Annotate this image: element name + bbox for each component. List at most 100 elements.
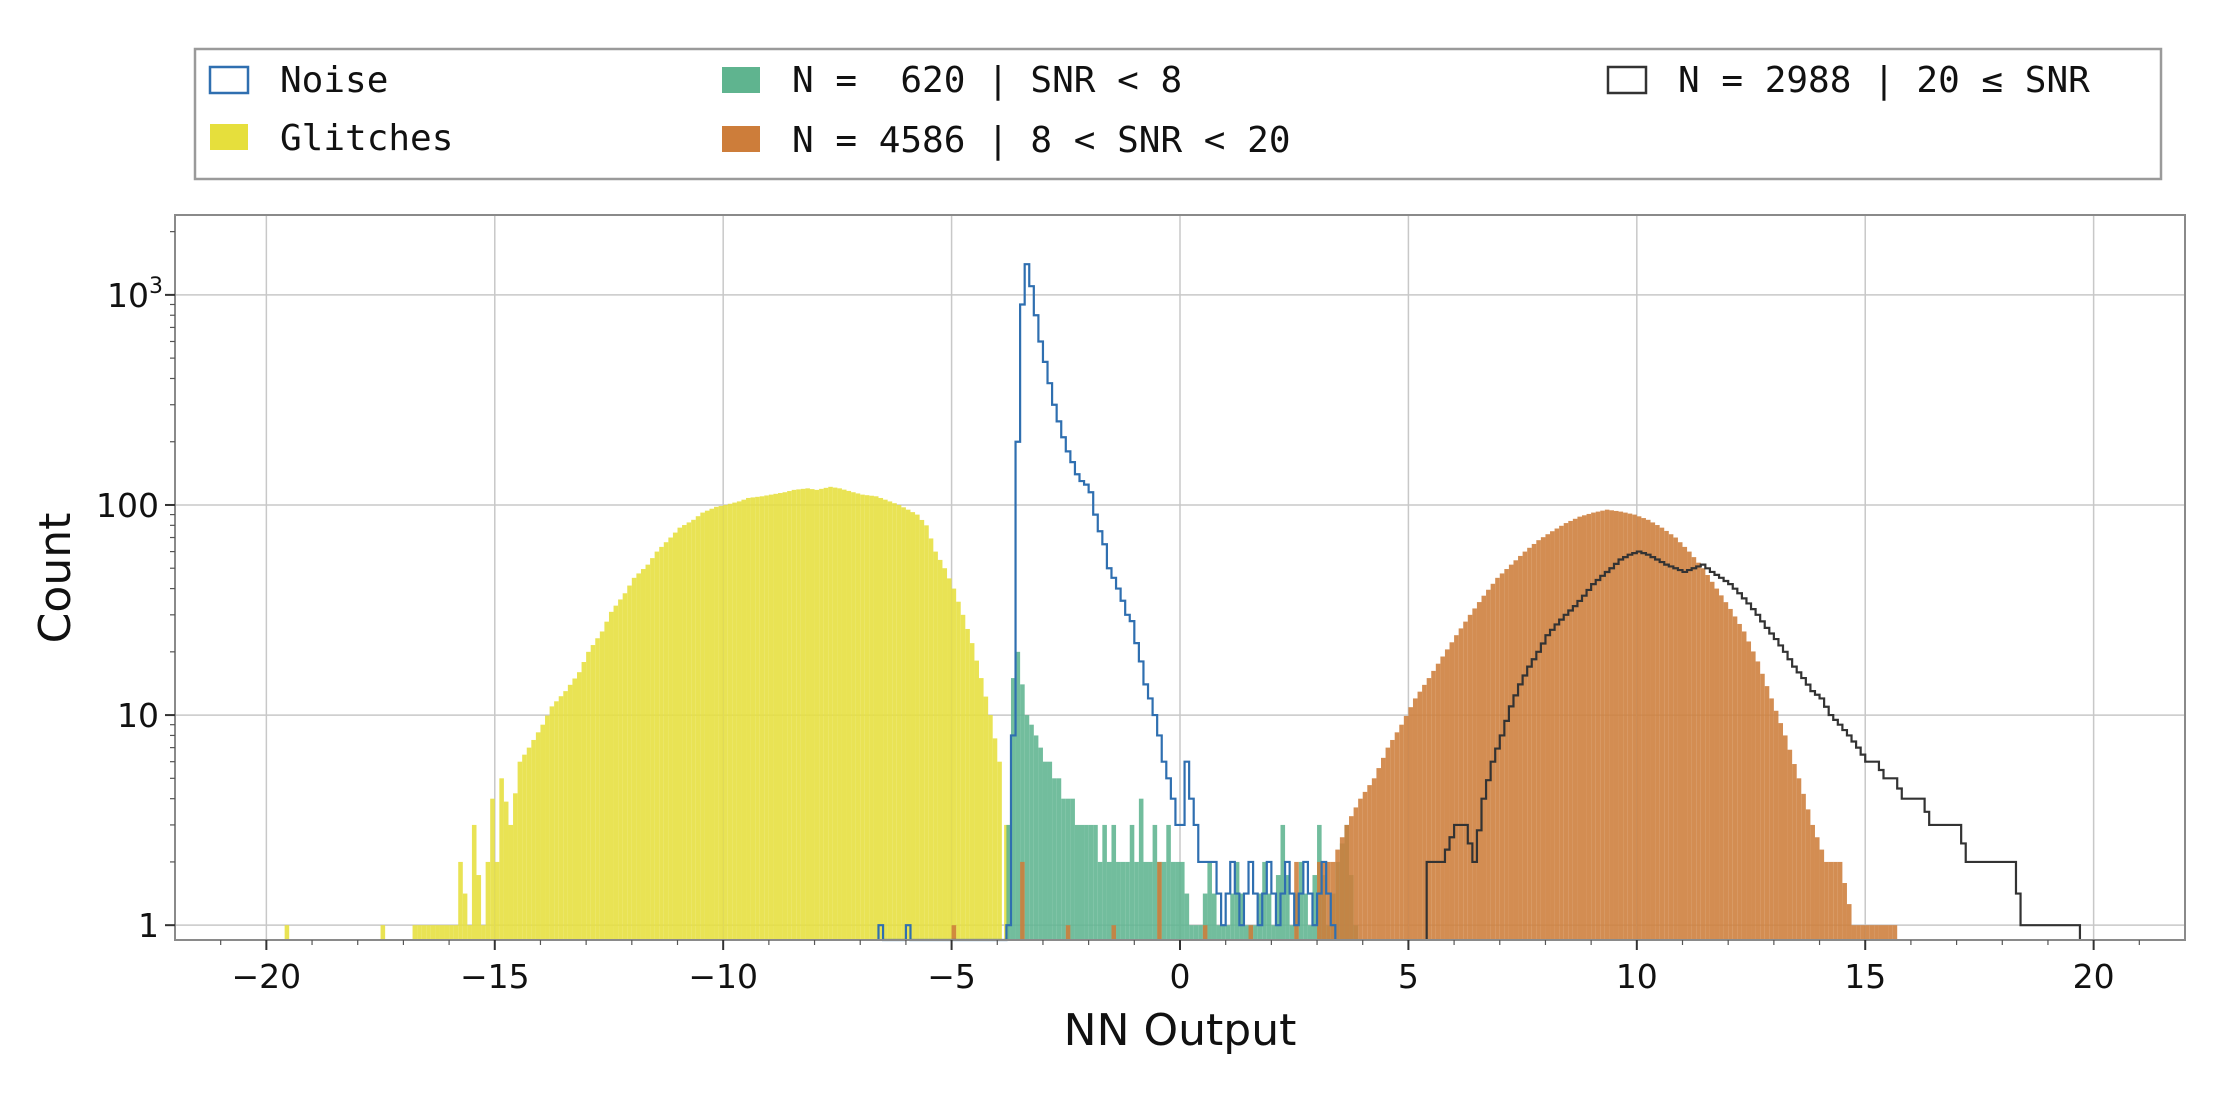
legend-frame	[193, 47, 2163, 181]
histogram-bar	[1687, 551, 1692, 940]
histogram-bar	[1047, 761, 1053, 940]
histogram-bar	[1577, 516, 1582, 940]
histogram-bar	[1143, 861, 1149, 940]
histogram-bar	[1307, 925, 1313, 940]
histogram-bar	[883, 499, 888, 940]
histogram-bar	[1504, 569, 1509, 940]
histogram-bar	[823, 487, 829, 940]
histogram-bar	[1070, 798, 1075, 940]
histogram-bar	[380, 925, 386, 940]
legend-swatch-high-snr	[1606, 65, 1648, 95]
histogram-bar	[773, 493, 778, 940]
histogram-bars	[284, 486, 1898, 940]
histogram-bar	[1737, 623, 1742, 940]
histogram-bar	[1467, 614, 1473, 940]
histogram-bar	[965, 628, 970, 940]
histogram-bar	[778, 493, 783, 940]
histogram-bar	[1042, 761, 1048, 940]
histogram-bar	[736, 501, 742, 940]
histogram-bar	[1805, 809, 1811, 940]
histogram-bar	[1865, 925, 1870, 940]
histogram-bar	[1275, 875, 1281, 940]
histogram-bar	[1659, 527, 1665, 940]
histogram-bar	[577, 672, 582, 940]
histogram-bar	[1536, 540, 1541, 940]
histogram-bar	[1572, 518, 1578, 940]
histogram-bar	[1189, 925, 1194, 940]
histogram-bar	[951, 588, 957, 940]
histogram-bar	[604, 621, 609, 940]
histogram-bar	[718, 505, 724, 940]
histogram-bar	[1385, 747, 1391, 940]
histogram-bar	[1591, 512, 1596, 940]
histogram-bar	[969, 643, 975, 940]
histogram-bar	[1152, 824, 1158, 940]
histogram-bar	[1412, 698, 1418, 940]
histogram-bar	[508, 824, 514, 940]
histogram-bar	[887, 501, 893, 940]
histogram-bar	[1266, 893, 1272, 940]
histogram-bar	[1449, 642, 1455, 940]
histogram-bar	[979, 678, 984, 940]
histogram-bar	[503, 801, 509, 940]
histogram-bar	[636, 573, 641, 940]
histogram-bar	[1093, 824, 1098, 940]
histogram-bar	[421, 925, 427, 940]
histogram-bar	[686, 522, 692, 940]
histogram-bar	[1632, 514, 1637, 940]
legend-swatch-low-snr	[722, 67, 760, 93]
histogram-bar	[1024, 715, 1030, 940]
histogram-bar	[1846, 904, 1852, 940]
histogram-bar	[586, 651, 591, 940]
histogram-bar	[828, 486, 833, 940]
x-tick-label: 15	[1844, 957, 1886, 996]
histogram-bar	[992, 738, 998, 940]
histogram-bar	[1463, 621, 1468, 940]
histogram-bar	[1422, 684, 1427, 940]
legend-swatch-glitches	[210, 124, 248, 150]
histogram-bar	[1636, 516, 1642, 940]
histogram-bar	[896, 504, 902, 940]
histogram-bar	[1084, 824, 1089, 940]
histogram-bar	[714, 506, 719, 940]
histogram-bar	[1563, 523, 1569, 940]
histogram-bar	[937, 559, 943, 940]
histogram-bar	[417, 925, 422, 940]
histogram-bar	[1435, 663, 1441, 940]
histogram-bar	[947, 578, 952, 940]
histogram-bar	[572, 678, 577, 940]
x-tick-label: 20	[2073, 957, 2115, 996]
histogram-bar	[608, 611, 614, 940]
histogram-bar	[426, 925, 431, 940]
histogram-bar	[942, 568, 948, 940]
histogram-bar	[1595, 511, 1601, 940]
histogram-bar	[581, 662, 587, 940]
histogram-bar	[1527, 547, 1532, 940]
histogram-bar	[860, 494, 865, 940]
histogram-bar	[595, 638, 600, 940]
histogram-bar	[631, 577, 637, 940]
histogram-bar	[1371, 778, 1377, 940]
histogram-bar	[599, 631, 605, 940]
histogram-bar	[800, 488, 806, 940]
y-tick-label: 100	[96, 486, 159, 525]
histogram-bar	[1111, 925, 1117, 940]
histogram-bar	[1476, 602, 1482, 940]
histogram-bar	[905, 509, 911, 940]
histogram-bar	[768, 494, 774, 940]
histogram-bar	[485, 861, 491, 940]
histogram-bar	[791, 489, 797, 940]
histogram-bar	[809, 489, 815, 940]
histogram-bar	[1065, 798, 1071, 940]
histogram-bar	[869, 495, 874, 940]
histogram-bar	[1732, 616, 1738, 940]
histogram-bar	[1193, 925, 1199, 940]
histogram-bar	[1751, 651, 1756, 940]
histogram-bar	[499, 778, 504, 940]
histogram-bar	[1120, 861, 1126, 940]
x-tick-label: −5	[927, 957, 976, 996]
histogram-bar	[1878, 925, 1884, 940]
histogram-bar	[1102, 824, 1107, 940]
histogram-bar	[759, 496, 765, 940]
histogram-bar	[960, 614, 966, 940]
